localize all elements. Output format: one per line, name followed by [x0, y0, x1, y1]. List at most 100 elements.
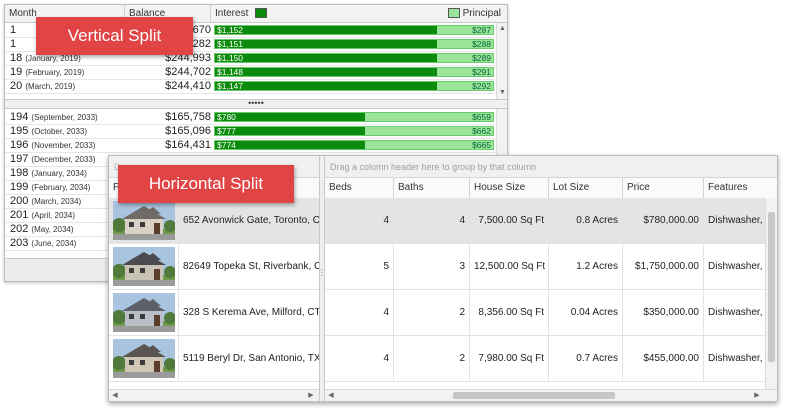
month-date: (February, 2019)	[25, 68, 85, 77]
table-row[interactable]: 4 2 7,980.00 Sq Ft 0.7 Acres $455,000.00 Dish…	[325, 336, 777, 382]
scroll-left-icon[interactable]: ◀	[112, 392, 118, 399]
payment-bar: $1,151 $288	[214, 39, 494, 49]
table-row[interactable]: 4 4 7,500.00 Sq Ft 0.8 Acres $780,000.00 Dish…	[325, 198, 777, 244]
month-cell: 1	[10, 23, 16, 38]
column-header-beds[interactable]: Beds	[325, 178, 394, 198]
month-cell: 1	[10, 37, 16, 52]
scroll-up-icon[interactable]: ▲	[499, 25, 506, 32]
month-number: 1	[10, 38, 17, 50]
column-header-price[interactable]: Price	[623, 178, 704, 198]
interest-bar: $774	[215, 140, 366, 150]
scroll-down-icon[interactable]: ▼	[499, 89, 506, 96]
right-vscrollbar[interactable]	[765, 198, 777, 389]
month-cell: 20 (March, 2019)	[10, 79, 75, 94]
month-number: 198	[10, 167, 29, 179]
interest-value: $1,150	[217, 53, 243, 63]
payment-bar: $1,148 $291	[214, 67, 494, 77]
scroll-right-icon[interactable]: ▶	[308, 392, 314, 399]
house-size-cell: 8,356.00 Sq Ft	[470, 290, 549, 335]
payment-bar: $777 $662	[214, 126, 494, 136]
month-date: (February, 2034)	[31, 183, 91, 192]
house-photo-image	[113, 247, 175, 286]
top-pane-scrollbar[interactable]: ▲ ▼	[496, 23, 507, 99]
table-row[interactable]: 20 (March, 2019) $244,410 $1,147 $292	[5, 79, 495, 94]
lot-size-cell: 1.2 Acres	[549, 244, 623, 289]
house-size-cell: 7,500.00 Sq Ft	[470, 198, 549, 243]
table-row[interactable]: 1 282 $1,151 $288	[5, 37, 495, 52]
house-photo	[113, 293, 175, 332]
horizontal-split-label: Horizontal Split	[118, 165, 294, 203]
horizontal-splitter[interactable]: · · ·	[319, 156, 325, 401]
house-photo	[113, 247, 175, 286]
scroll-thumb[interactable]	[768, 212, 775, 362]
house-photo-image	[113, 201, 175, 240]
month-date: (November, 2033)	[31, 141, 96, 150]
payment-bar: $780 $659	[214, 112, 494, 122]
month-date: (January, 2034)	[31, 169, 87, 178]
left-hscrollbar[interactable]: ◀ ▶	[109, 389, 319, 401]
vertical-splitter[interactable]: •••••	[5, 99, 507, 109]
column-header-month[interactable]: Month	[5, 5, 125, 22]
table-row[interactable]: 652 Avonwick Gate, Toronto, ON M	[109, 198, 319, 244]
scroll-left-icon[interactable]: ◀	[328, 392, 334, 399]
house-size-cell: 12,500.00 Sq Ft	[470, 244, 549, 289]
table-row[interactable]: 195 (October, 2033) $165,096 $777 $662	[5, 124, 495, 139]
house-photo-image	[113, 293, 175, 332]
address-cell: 328 S Kerema Ave, Milford, CT 0646	[183, 307, 319, 318]
table-row[interactable]: 5 3 12,500.00 Sq Ft 1.2 Acres $1,750,000.00 D…	[325, 244, 777, 290]
month-cell: 201 (April, 2034)	[10, 208, 75, 223]
photo-cell	[109, 244, 179, 289]
interest-value: $1,152	[217, 25, 243, 35]
group-panel[interactable]: Drag a column header here to group by th…	[325, 156, 777, 178]
payment-bar: $774 $665	[214, 140, 494, 150]
month-cell: 199 (February, 2034)	[10, 180, 90, 195]
principal-value: $291	[472, 67, 491, 77]
month-number: 18	[10, 52, 23, 64]
month-cell: 18 (January, 2019)	[10, 51, 81, 66]
table-row[interactable]: 5119 Beryl Dr, San Antonio, TX 782	[109, 336, 319, 382]
baths-cell: 2	[394, 290, 470, 335]
table-row[interactable]: 196 (November, 2033) $164,431 $774 $665	[5, 138, 495, 153]
right-hscrollbar[interactable]: ◀ ▶	[325, 389, 777, 401]
table-row[interactable]: 4 2 8,356.00 Sq Ft 0.04 Acres $350,000.00 Dis…	[325, 290, 777, 336]
price-cell: $350,000.00	[623, 290, 704, 335]
address-cell: 652 Avonwick Gate, Toronto, ON M	[183, 215, 319, 226]
column-header-payment[interactable]: Interest Principal	[211, 5, 507, 22]
house-size-cell: 7,980.00 Sq Ft	[470, 336, 549, 381]
scroll-thumb[interactable]	[453, 392, 615, 399]
beds-cell: 4	[325, 290, 394, 335]
scroll-right-icon[interactable]: ▶	[754, 392, 760, 399]
column-header-lot-size[interactable]: Lot Size	[549, 178, 623, 198]
interest-value: $774	[217, 140, 236, 150]
table-row[interactable]: 19 (February, 2019) $244,702 $1,148 $291	[5, 65, 495, 80]
table-row[interactable]: 328 S Kerema Ave, Milford, CT 0646	[109, 290, 319, 336]
principal-legend-label: Principal	[462, 8, 501, 19]
month-date: (April, 2034)	[31, 211, 75, 220]
month-date: (March, 2034)	[31, 197, 82, 206]
baths-cell: 3	[394, 244, 470, 289]
month-number: 201	[10, 209, 29, 221]
month-date: (September, 2033)	[31, 113, 98, 122]
column-header-house-size[interactable]: House Size	[470, 178, 549, 198]
table-row[interactable]: 18 (January, 2019) $244,993 $1,150 $289	[5, 51, 495, 66]
table-row[interactable]: 194 (September, 2033) $165,758 $780 $659	[5, 110, 495, 125]
interest-bar: $1,151	[215, 40, 438, 49]
interest-value: $1,147	[217, 81, 243, 91]
table-row[interactable]: 1 670 $1,152 $287	[5, 23, 495, 38]
house-photo	[113, 339, 175, 378]
column-header-balance[interactable]: Balance	[125, 5, 211, 22]
principal-value: $289	[472, 53, 491, 63]
month-number: 19	[10, 66, 23, 78]
column-header-features[interactable]: Features	[708, 182, 748, 193]
principal-legend: Principal	[444, 5, 501, 22]
principal-value: $659	[472, 112, 491, 122]
principal-value: $287	[472, 25, 491, 35]
column-header-baths[interactable]: Baths	[394, 178, 470, 198]
price-cell: $780,000.00	[623, 198, 704, 243]
balance-cell: $244,410	[165, 80, 211, 92]
table-row[interactable]: 82649 Topeka St, Riverbank, CA 95	[109, 244, 319, 290]
interest-bar: $1,147	[215, 81, 438, 91]
right-header: Beds Baths House Size Lot Size Price Fea…	[325, 178, 777, 199]
interest-value: $780	[217, 112, 236, 122]
month-date: (January, 2019)	[25, 54, 81, 63]
